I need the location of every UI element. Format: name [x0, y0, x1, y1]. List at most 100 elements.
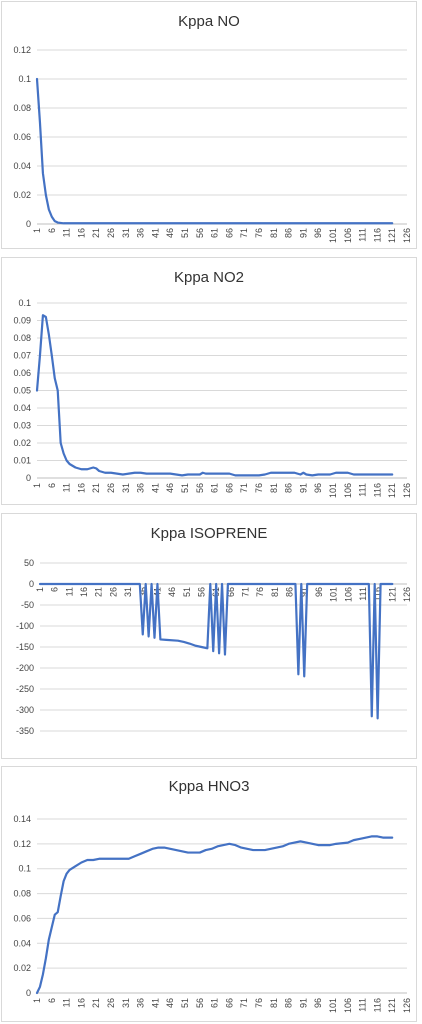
series-line-hno3	[35, 835, 394, 995]
x-tick-label-no: 31	[121, 228, 131, 238]
x-tick-label-hno3: 66	[224, 998, 234, 1008]
x-tick-label-no2: 11	[62, 483, 72, 492]
y-tick-label-no: 0.04	[13, 161, 31, 171]
x-tick-label-no2: 26	[106, 483, 116, 493]
x-tick-label-isoprene: 11	[64, 587, 74, 596]
x-tick-label-no2: 76	[254, 483, 264, 493]
x-tick-label-isoprene: 31	[123, 587, 133, 597]
x-tick-label-hno3: 106	[343, 998, 353, 1013]
x-tick-label-no: 21	[91, 228, 101, 238]
x-tick-label-hno3: 21	[91, 998, 101, 1008]
x-tick-label-no2: 111	[358, 483, 368, 497]
y-tick-label-isoprene: -100	[16, 621, 34, 631]
x-tick-label-hno3: 96	[313, 998, 323, 1008]
y-tick-label-no2: 0.04	[13, 403, 31, 413]
x-tick-label-hno3: 26	[106, 998, 116, 1008]
chart-svg-isoprene: Kppa ISOPRENE 50 0 -50 -100 -150 -200 -250 -300 -…	[16, 525, 412, 736]
x-tick-label-no: 46	[165, 228, 175, 238]
x-tick-label-hno3: 61	[210, 998, 220, 1008]
x-tick-label-no: 101	[328, 228, 338, 243]
x-tick-label-no: 76	[254, 228, 264, 238]
y-tick-label-isoprene: -150	[16, 642, 34, 652]
x-tick-label-no: 41	[150, 228, 160, 238]
chart-svg-no2: Kppa NO2 0.1 0.09 0.08 0.07 0.06 0.05 0.04 0.03 0…	[13, 269, 412, 498]
x-tick-label-no2: 41	[150, 483, 160, 493]
x-tick-label-no: 86	[284, 228, 294, 238]
x-tick-label-no2: 51	[180, 483, 190, 493]
x-tick-label-no2: 91	[298, 483, 308, 493]
x-tick-label-hno3: 41	[150, 998, 160, 1008]
x-tick-label-no2: 116	[372, 483, 382, 497]
x-tick-label-hno3: 91	[298, 998, 308, 1008]
y-tick-label-isoprene: -250	[16, 684, 34, 694]
x-tick-label-no2: 96	[313, 483, 323, 493]
x-tick-label-isoprene: 81	[270, 587, 280, 597]
x-tick-label-isoprene: 6	[50, 587, 60, 592]
x-tick-label-isoprene: 101	[329, 587, 339, 602]
x-tick-label-hno3: 16	[76, 998, 86, 1008]
chart-panel-isoprene: Kppa ISOPRENE 50 0 -50 -100 -150 -200 -250 -300 -…	[1, 513, 417, 759]
x-tick-label-no: 91	[298, 228, 308, 238]
x-tick-label-no2: 36	[136, 483, 146, 493]
chart-title-no2: Kppa NO2	[174, 269, 244, 286]
x-tick-label-no: 16	[76, 228, 86, 238]
x-tick-label-isoprene: 96	[314, 587, 324, 597]
chart-title-no: Kppa NO	[178, 13, 240, 30]
y-tick-label-isoprene: -50	[21, 600, 34, 610]
y-tick-label-hno3: 0.04	[13, 938, 31, 948]
y-tick-label-no: 0.1	[18, 74, 31, 84]
x-tick-label-hno3: 56	[195, 998, 205, 1008]
y-tick-label-hno3: 0.08	[13, 889, 31, 899]
x-tick-label-hno3: 46	[165, 998, 175, 1008]
x-tick-label-isoprene: 126	[402, 587, 412, 602]
x-tick-label-no: 71	[239, 228, 249, 238]
x-tick-label-hno3: 76	[254, 998, 264, 1008]
x-tick-label-isoprene: 21	[94, 587, 104, 597]
x-tick-label-no2: 46	[165, 483, 175, 493]
x-tick-label-isoprene: 116	[373, 587, 383, 601]
x-tick-label-no: 66	[224, 228, 234, 238]
x-tick-label-hno3: 101	[328, 998, 338, 1013]
x-tick-label-isoprene: 56	[196, 587, 206, 597]
y-tick-label-hno3: 0.1	[18, 864, 31, 874]
x-tick-label-hno3: 81	[269, 998, 279, 1008]
x-tick-label-no2: 1	[32, 483, 42, 488]
y-tick-label-hno3: 0.06	[13, 913, 31, 923]
x-tick-label-isoprene: 111	[358, 587, 368, 601]
x-tick-label-no: 116	[372, 228, 382, 242]
series-line-isoprene	[38, 582, 394, 720]
y-tick-label-no: 0.02	[13, 190, 31, 200]
x-tick-label-no: 81	[269, 228, 279, 238]
chart-panel-no: Kppa NO 0.12 0.1 0.08 0.06 0.04 0.02 0 1 6 11 16 21 2…	[1, 1, 417, 249]
x-tick-label-isoprene: 66	[226, 587, 236, 597]
x-tick-label-no: 51	[180, 228, 190, 238]
y-tick-label-no2: 0.1	[18, 298, 31, 308]
y-tick-label-isoprene: -300	[16, 705, 34, 715]
x-tick-label-isoprene: 76	[255, 587, 265, 597]
y-tick-label-isoprene: 50	[24, 558, 34, 568]
x-tick-label-no: 121	[387, 228, 397, 243]
y-tick-label-no: 0.12	[13, 45, 31, 55]
y-tick-label-no: 0.06	[13, 132, 31, 142]
x-tick-label-no2: 106	[343, 483, 353, 498]
x-tick-label-no: 11	[62, 228, 72, 237]
x-tick-label-isoprene: 36	[138, 587, 148, 597]
y-tick-label-no2: 0.06	[13, 368, 31, 378]
x-tick-label-isoprene: 71	[241, 587, 251, 597]
x-tick-label-no: 1	[32, 228, 42, 233]
y-tick-label-no2: 0.02	[13, 438, 31, 448]
x-tick-label-isoprene: 91	[299, 587, 309, 597]
x-tick-label-isoprene: 16	[79, 587, 89, 597]
x-tick-label-isoprene: 106	[343, 587, 353, 602]
series-line-no2	[35, 314, 394, 477]
chart-title-isoprene: Kppa ISOPRENE	[151, 525, 268, 542]
x-tick-label-no: 106	[343, 228, 353, 243]
x-tick-label-no: 36	[136, 228, 146, 238]
x-tick-label-no2: 126	[402, 483, 412, 498]
chart-panel-no2: Kppa NO2 0.1 0.09 0.08 0.07 0.06 0.05 0.04 0.03 0…	[1, 257, 417, 505]
y-tick-label-isoprene: 0	[29, 579, 34, 589]
chart-panel-hno3: Kppa HNO3 0.14 0.12 0.1 0.08 0.06 0.04 0.02 0 1 6 1…	[1, 766, 417, 1022]
y-tick-label-hno3: 0.14	[13, 814, 31, 824]
